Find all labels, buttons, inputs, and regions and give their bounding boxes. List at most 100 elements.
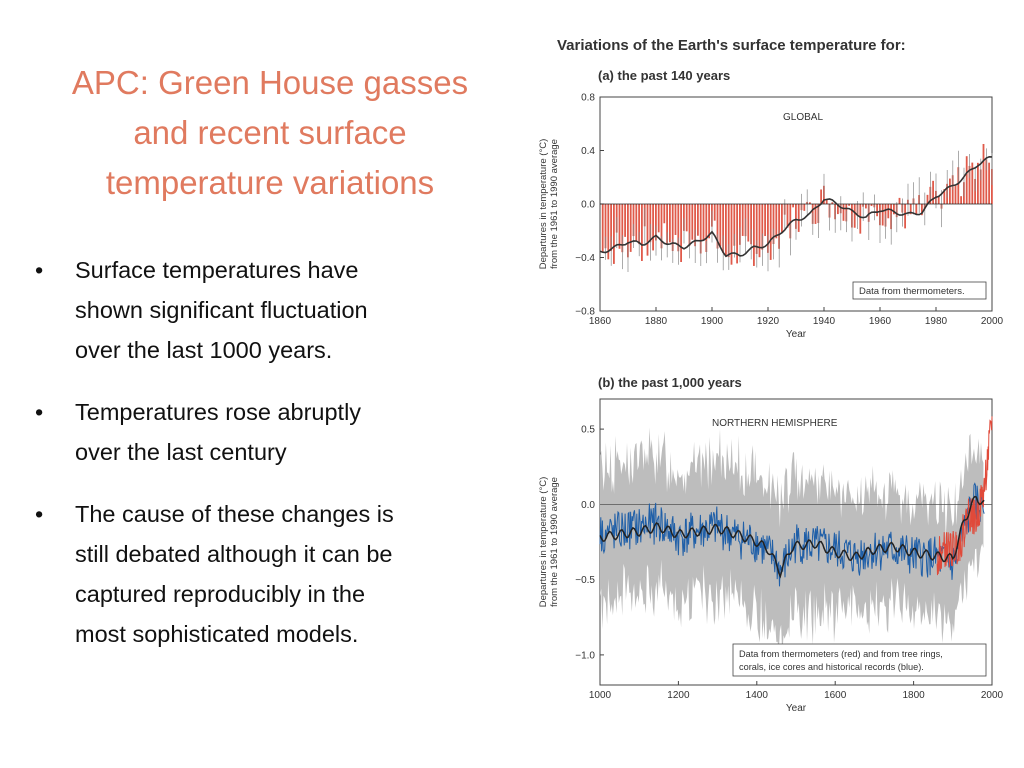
bar [652, 204, 654, 251]
bar [814, 204, 817, 224]
x-tick-label: 1980 [925, 316, 948, 327]
bar [909, 204, 912, 215]
bar [842, 204, 845, 221]
bar [705, 204, 708, 252]
chart-nh-1000-years: 1000 1200 1400 1600 1800 2000 0.5 0.0 −0.5 −1.0 Ye… [538, 398, 1004, 714]
bar [627, 204, 629, 258]
bar [789, 204, 792, 239]
bar [739, 204, 741, 245]
bar [666, 204, 668, 245]
bar [915, 204, 918, 215]
bullet-item: • The cause of these changes is still de… [35, 494, 515, 654]
bar [977, 162, 979, 204]
bullet-line: shown significant fluctuation [75, 297, 368, 323]
note-box [852, 281, 987, 300]
figure-title: Variations of the Earth's surface temper… [557, 37, 906, 54]
bar [708, 204, 710, 239]
bullet-line: over the last century [75, 439, 287, 465]
x-tick-label: 2000 [981, 316, 1004, 327]
bar [853, 204, 856, 228]
bar [786, 204, 789, 228]
y-tick-label: −0.5 [575, 575, 595, 586]
x-tick-label: 1800 [902, 690, 925, 701]
bar [837, 204, 839, 215]
bar [713, 204, 716, 221]
x-tick-label: 1880 [645, 316, 668, 327]
bullet-item: • Temperatures rose abruptly over the la… [35, 392, 515, 472]
bar [719, 204, 722, 247]
bar [657, 204, 660, 233]
chart-global-140-years: 1860 1880 1900 1920 1940 1960 1980 2000 0.8 0.4 0.… [538, 93, 1004, 341]
bar [988, 162, 990, 204]
y-tick-label: −0.8 [575, 307, 595, 318]
slide-title: APC: Green House gasses and recent surfa… [40, 58, 500, 208]
note-text: corals, ice cores and historical records… [739, 662, 924, 672]
bar [974, 178, 976, 204]
bar [716, 204, 719, 249]
bar [904, 204, 906, 229]
bar [741, 204, 744, 236]
bar [893, 204, 895, 215]
bar [688, 204, 691, 246]
note-text: Data from thermometers. [859, 286, 965, 297]
bar [957, 167, 960, 204]
bullet-line: still debated although it can be [75, 541, 393, 567]
bar [624, 204, 626, 237]
bar [646, 204, 649, 256]
bar [618, 204, 621, 249]
bar [772, 204, 775, 245]
bar [965, 156, 968, 204]
bar [694, 204, 696, 247]
x-axis-label: Year [786, 329, 807, 340]
bar [663, 204, 666, 224]
bar [775, 204, 778, 239]
bar [932, 180, 934, 204]
bar [795, 204, 797, 229]
x-tick-label: 1400 [746, 690, 769, 701]
bar [761, 204, 764, 250]
bar [750, 204, 752, 245]
bar [792, 204, 794, 208]
smoothed-curve [599, 495, 985, 579]
panel-a-title: (a) the past 140 years [598, 68, 731, 83]
bullet-line: The cause of these changes is [75, 501, 394, 527]
bullet-line: most sophisticated models. [75, 621, 359, 647]
bar [727, 204, 730, 258]
bar [677, 204, 680, 252]
title-line: temperature variations [105, 164, 435, 201]
bar [809, 202, 811, 204]
title-line: and recent surface [133, 114, 407, 151]
bar [733, 204, 736, 246]
x-tick-label: 1600 [824, 690, 847, 701]
bar [601, 204, 604, 252]
x-tick-label: 1200 [667, 690, 690, 701]
bar [971, 162, 974, 204]
bar [769, 204, 772, 260]
x-tick-label: 2000 [981, 690, 1004, 701]
bar [881, 204, 884, 226]
x-tick-label: 1960 [869, 316, 892, 327]
bar [767, 204, 769, 253]
bar [954, 185, 957, 204]
bar [691, 204, 694, 240]
x-tick-label: 1900 [701, 316, 724, 327]
bar [943, 189, 946, 204]
bar [982, 143, 985, 204]
bar [736, 204, 738, 264]
bar [926, 194, 929, 204]
bar [604, 204, 607, 249]
note-box [732, 643, 987, 677]
x-tick-label: 1860 [589, 316, 612, 327]
bar [848, 204, 850, 206]
x-tick-label: 1000 [589, 690, 612, 701]
bar [825, 199, 828, 204]
bar [979, 169, 982, 204]
y-tick-label: 0.8 [581, 93, 595, 104]
bar [629, 204, 632, 252]
thermometer-series-line [936, 416, 993, 576]
bar [632, 204, 635, 237]
bar [613, 204, 615, 264]
bar [674, 204, 677, 235]
inset-label: NORTHERN HEMISPHERE [712, 418, 838, 429]
y-tick-label: 0.0 [581, 200, 595, 211]
